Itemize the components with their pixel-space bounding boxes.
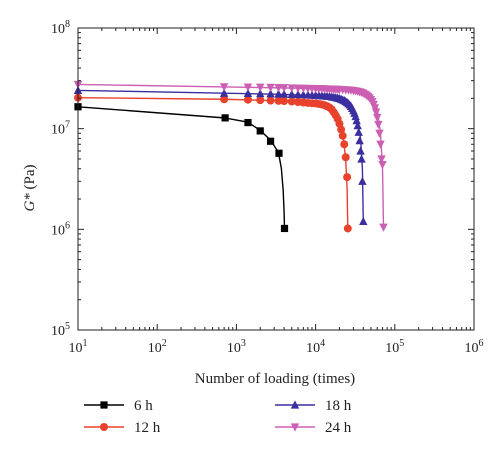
data-point (266, 137, 275, 145)
x-tick-label: 101 (69, 338, 88, 356)
legend-item: 12 h (84, 420, 161, 436)
data-point (243, 88, 253, 98)
data-point (279, 84, 289, 93)
data-point (219, 83, 229, 92)
axes: 101 102 103 104 105 106 105 106 107 108 (51, 19, 484, 356)
data-point (266, 96, 275, 105)
legend-label: 24 h (325, 420, 352, 436)
x-tick-label: 103 (227, 338, 246, 356)
plot-area (73, 80, 388, 233)
data-point (357, 154, 366, 163)
series-18h (73, 85, 368, 225)
data-point (341, 153, 350, 162)
data-point (244, 118, 252, 127)
data-point (275, 149, 283, 157)
data-point (371, 108, 381, 117)
data-point (243, 95, 252, 104)
data-point (370, 104, 380, 113)
plot-frame (77, 27, 475, 331)
legend-item: 6 h (84, 398, 153, 414)
data-point (287, 84, 296, 93)
y-tick-label: 107 (51, 120, 70, 138)
data-point (378, 160, 387, 170)
data-point (343, 173, 352, 182)
data-point (287, 97, 296, 106)
data-point (243, 83, 253, 92)
series-24h (73, 80, 388, 232)
data-point (340, 140, 349, 149)
data-point (355, 136, 364, 145)
series-line (77, 106, 286, 229)
data-point (221, 114, 229, 122)
data-point (287, 89, 296, 98)
data-point (375, 129, 384, 138)
y-tick-label: 108 (51, 19, 70, 37)
data-point (373, 113, 382, 123)
data-point (280, 224, 289, 233)
legend-item: 24 h (275, 420, 352, 436)
legend-marker (290, 423, 300, 432)
y-axis-label: G* (Pa) (22, 164, 38, 211)
data-point (358, 176, 367, 185)
legend-marker (290, 400, 300, 409)
data-point (353, 121, 362, 130)
y-axis-label-unit: (Pa) (22, 164, 38, 193)
data-point (293, 89, 303, 99)
data-point (280, 97, 289, 106)
x-tick-label: 106 (465, 338, 484, 356)
data-point (352, 116, 361, 125)
data-point (351, 111, 360, 121)
data-point (279, 89, 289, 98)
data-point (266, 83, 275, 93)
legend-label: 12 h (134, 420, 161, 436)
data-point (220, 95, 229, 104)
data-point (256, 89, 265, 98)
legend: 6 h 12 h 18 h 24 h (84, 398, 352, 436)
legend-marker (100, 423, 108, 431)
data-point (337, 125, 346, 134)
data-point (343, 224, 352, 233)
data-point (274, 83, 283, 93)
data-point (377, 155, 386, 164)
x-axis-label: Number of loading (times) (195, 371, 355, 387)
data-point (274, 96, 283, 105)
y-tick-label: 105 (51, 321, 70, 339)
series-6h (74, 103, 289, 233)
series-line (77, 83, 385, 228)
legend-label: 6 h (134, 398, 153, 414)
x-tick-label: 104 (306, 338, 325, 356)
x-tick-label: 102 (148, 338, 167, 356)
legend-label: 18 h (325, 398, 352, 414)
data-point (379, 223, 388, 232)
legend-marker (100, 401, 108, 409)
data-point (266, 89, 275, 98)
data-point (274, 89, 283, 98)
data-point (256, 127, 264, 135)
series-12h (74, 93, 352, 233)
x-tick-label: 105 (385, 338, 404, 356)
data-point (374, 120, 383, 130)
legend-item: 18 h (275, 398, 352, 414)
data-point (219, 88, 229, 97)
data-point (359, 216, 368, 225)
data-point (354, 127, 363, 136)
data-point (338, 131, 347, 140)
data-point (376, 140, 385, 149)
y-axis-label-symbol: G* (22, 193, 38, 212)
data-point (356, 146, 365, 155)
y-tick-label: 106 (51, 220, 70, 238)
data-point (256, 96, 265, 105)
data-point (256, 83, 265, 92)
